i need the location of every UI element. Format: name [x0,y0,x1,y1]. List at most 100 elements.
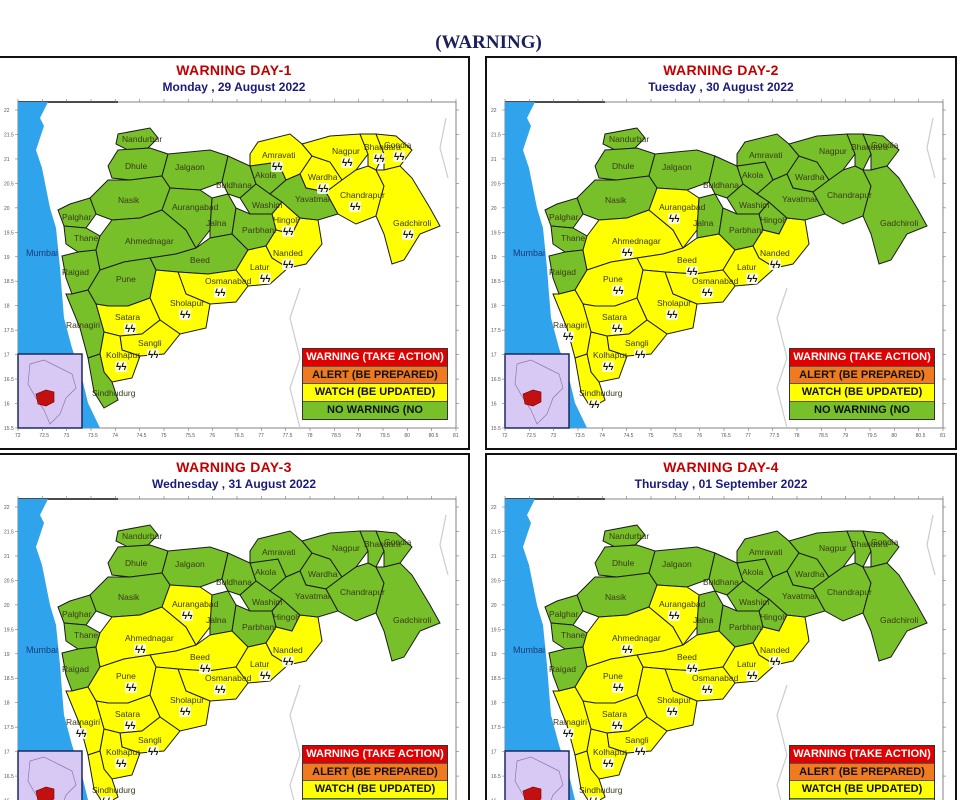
svg-text:ϟϟ: ϟϟ [612,721,623,732]
panel-day-title: WARNING DAY-4 [663,459,779,475]
warning-legend: WARNING (TAKE ACTION) ALERT (BE PREPARED)… [302,745,448,800]
thunderstorm-icon: ϟϟ [746,670,758,682]
district-label: Akola [255,170,277,180]
thunderstorm-icon: ϟϟ [259,670,271,682]
legend-no_warning: NO WARNING (NO [790,798,934,800]
x-tick-label: 77 [258,433,264,439]
district-label: Kolhapur [593,747,627,757]
district-label: Osmanabad [205,673,252,683]
district-latur [235,245,289,287]
district-label: Jalna [693,615,714,625]
district-label: Kolhapur [593,350,627,360]
district-label: Buldhana [703,180,739,190]
y-tick-label: 15.5 [4,426,14,432]
district-label: Chandrapur [340,190,385,200]
district-label: Gadchiroli [880,218,918,228]
district-label: Nagpur [332,146,360,156]
x-tick-label: 78.5 [818,433,828,439]
district-label: Aurangabad [172,599,219,609]
panel-date: Tuesday , 30 August 2022 [648,80,794,94]
district-label: Thane [561,630,585,640]
y-tick-label: 20 [491,603,497,609]
thunderstorm-icon: ϟϟ [769,259,781,271]
y-tick-label: 16 [4,799,10,800]
thunderstorm-icon: ϟϟ [125,682,137,694]
district-label: Yavatmal [782,591,817,601]
panel-date: Wednesday , 31 August 2022 [151,477,317,491]
district-label: Ratnagiri [66,717,100,727]
district-label: Wardha [795,569,825,579]
district-label: Yavatmal [782,194,817,204]
thunderstorm-icon: ϟϟ [611,323,623,335]
district-label: Parbhani [729,225,763,235]
y-tick-label: 17 [491,353,497,359]
y-tick-label: 19.5 [4,627,14,633]
svg-text:ϟϟ: ϟϟ [667,707,678,718]
district-label: Raigad [549,267,576,277]
thunderstorm-icon: ϟϟ [686,663,698,675]
district-label: Palghar [549,212,578,222]
district-label: Ahmednagar [125,236,174,246]
district-label: Sholapur [170,695,204,705]
svg-text:ϟϟ: ϟϟ [563,729,574,740]
district-label: Amravati [749,547,783,557]
district-label: Thane [561,233,585,243]
district-label: Hingoli [760,215,786,225]
y-tick-label: 20.5 [491,578,501,584]
district-label: Jalna [693,218,714,228]
svg-text:ϟϟ: ϟϟ [563,332,574,343]
y-tick-label: 18 [4,304,10,310]
thunderstorm-icon: ϟϟ [282,226,294,238]
district-latur [722,245,776,287]
x-tick-label: 80 [404,433,410,439]
y-tick-label: 19 [491,652,497,658]
warning-day-1-panel: Nandurbar Dhule Jalgaon Nasik Palghar Thane Ra… [0,56,470,450]
district-label: Sindhudurg [92,388,136,398]
y-tick-label: 19.5 [491,627,501,633]
svg-text:ϟϟ: ϟϟ [589,797,600,800]
thunderstorm-icon: ϟϟ [115,758,127,770]
district-label: Nasik [605,195,627,205]
x-tick-label: 75.5 [185,433,195,439]
svg-text:ϟϟ: ϟϟ [283,260,294,271]
district-label: Washim [252,200,282,210]
svg-text:ϟϟ: ϟϟ [589,400,600,411]
y-tick-label: 20 [4,206,10,212]
arabian-sea [18,102,100,428]
legend-warning: WARNING (TAKE ACTION) [790,349,934,367]
district-gadchiroli [375,562,441,662]
district-label: Raigad [62,664,89,674]
district-label: Jalgaon [662,559,692,569]
thunderstorm-icon: ϟϟ [701,684,713,696]
y-tick-label: 21 [491,554,497,560]
svg-text:ϟϟ: ϟϟ [180,310,191,321]
page-title: (WARNING) [435,32,542,53]
svg-text:ϟϟ: ϟϟ [200,664,211,675]
mumbai-sea-label: Mumbai [513,645,546,655]
district-label: Satara [115,709,140,719]
y-tick-label: 21 [491,157,497,163]
y-tick-label: 19 [4,652,10,658]
svg-text:ϟϟ: ϟϟ [76,729,87,740]
thunderstorm-icon: ϟϟ [602,361,614,373]
x-tick-label: 81 [453,433,459,439]
y-tick-label: 17.5 [491,328,501,334]
svg-text:ϟϟ: ϟϟ [283,657,294,668]
y-tick-label: 16.5 [4,774,14,780]
district-label: Latur [250,659,270,669]
x-tick-label: 74 [599,433,605,439]
x-tick-label: 76.5 [721,433,731,439]
district-gadchiroli [862,562,928,662]
thunderstorm-icon: ϟϟ [611,720,623,732]
district-label: Aurangabad [659,599,706,609]
district-label: Amravati [262,547,296,557]
district-label: Osmanabad [692,276,739,286]
x-tick-label: 80.5 [916,433,926,439]
district-sindhudurg [87,353,119,409]
svg-text:ϟϟ: ϟϟ [126,683,137,694]
district-label: Nandurbar [609,134,649,144]
y-tick-label: 18 [491,304,497,310]
district-label: Sindhudurg [579,388,623,398]
district-label: Nandurbar [122,134,162,144]
svg-text:ϟϟ: ϟϟ [622,248,633,259]
